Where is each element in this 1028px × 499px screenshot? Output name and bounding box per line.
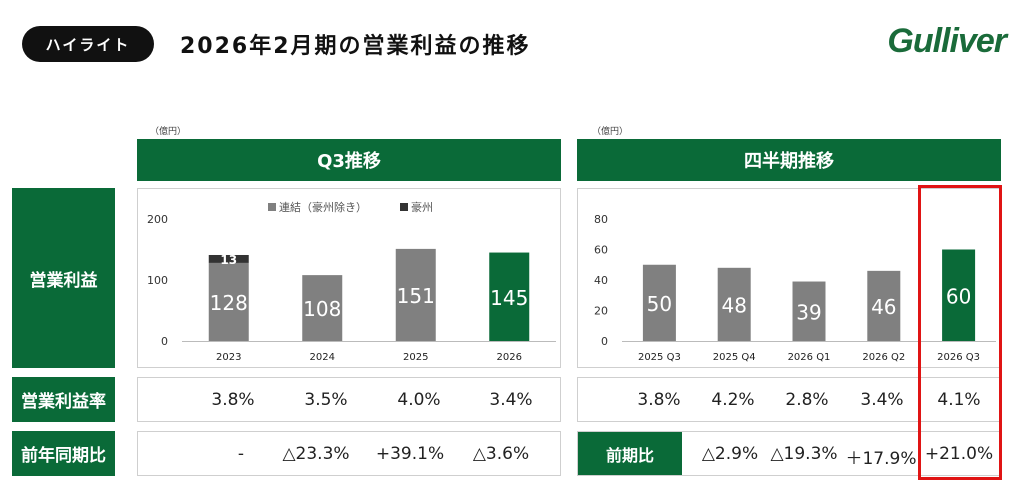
left-panel-title: Q3推移 xyxy=(137,139,561,181)
row-label-yoy: 前年同期比 xyxy=(12,431,115,476)
left-yoy-cell: - xyxy=(237,444,245,464)
left-chart-box: 0 100 200 128 13 2023 108 2024 151 2025 145 2026 連結（… xyxy=(137,188,561,368)
bar-value-label: 145 xyxy=(490,286,528,310)
left-margin-cell: 3.4% xyxy=(489,390,533,410)
right-margin-cell: 4.2% xyxy=(711,390,755,410)
bar xyxy=(792,281,826,341)
bar xyxy=(642,264,676,341)
right-margin-cell: 3.8% xyxy=(637,390,681,410)
left-yoy-cell: △3.6% xyxy=(472,444,530,464)
y-tick-label: 0 xyxy=(601,335,608,348)
x-tick-label: 2025 Q4 xyxy=(713,352,756,363)
left-margin-cell: 3.8% xyxy=(211,390,255,410)
right-chart: 0 20 40 60 80 50 2025 Q3 48 2025 Q4 39 2026 Q1 46 20… xyxy=(594,213,996,363)
row-label-operating-profit: 営業利益 xyxy=(12,188,115,368)
bar xyxy=(208,262,249,341)
bar xyxy=(717,267,751,341)
bar-value-label: 39 xyxy=(796,300,821,324)
legend-swatch-domestic xyxy=(268,203,276,211)
bar xyxy=(942,249,976,341)
latest-quarter-highlight xyxy=(918,185,1002,480)
left-margin-cell: 4.0% xyxy=(397,390,441,410)
x-tick-label: 2026 Q3 xyxy=(937,352,980,363)
y-tick-label: 200 xyxy=(147,213,168,226)
right-qoq-row: 前期比 △2.9% △19.3% ＋17.9% +21.0% xyxy=(577,431,1001,476)
x-tick-label: 2023 xyxy=(216,352,241,363)
legend-swatch-australia xyxy=(400,203,408,211)
bar-value-label: 48 xyxy=(721,293,746,317)
bar xyxy=(867,270,901,341)
y-tick-label: 80 xyxy=(594,213,608,226)
bar-value-label: 108 xyxy=(303,297,341,321)
right-unit-label: （億円） xyxy=(592,127,629,137)
right-panel-title: 四半期推移 xyxy=(577,139,1001,181)
x-tick-label: 2026 Q1 xyxy=(788,352,831,363)
left-margin-row: 3.8% 3.5% 4.0% 3.4% xyxy=(137,377,561,422)
left-chart: 0 100 200 128 13 2023 108 2024 151 2025 145 2026 連結（… xyxy=(147,200,556,363)
qoq-label: 前期比 xyxy=(578,432,682,475)
right-chart-box: 0 20 40 60 80 50 2025 Q3 48 2025 Q4 39 2026 Q1 46 20… xyxy=(577,188,1001,368)
y-tick-label: 20 xyxy=(594,305,608,318)
right-qoq-cell: △19.3% xyxy=(770,444,838,464)
highlight-badge: ハイライト xyxy=(22,26,154,62)
x-tick-label: 2025 xyxy=(403,352,428,363)
left-margin-cell: 3.5% xyxy=(304,390,348,410)
bar-value-label: 128 xyxy=(210,291,248,315)
bar-value-label: 46 xyxy=(871,295,896,319)
bar xyxy=(395,248,436,341)
right-margin-cell: 3.4% xyxy=(860,390,904,410)
bar-value-label: 50 xyxy=(647,292,672,316)
right-margin-row: 3.8% 4.2% 2.8% 3.4% 4.1% xyxy=(577,377,1001,422)
left-unit-label: （億円） xyxy=(150,127,187,137)
page-title: 2026年2月期の営業利益の推移 xyxy=(180,34,531,59)
y-tick-label: 40 xyxy=(594,274,608,287)
y-tick-label: 0 xyxy=(161,335,168,348)
y-tick-label: 60 xyxy=(594,244,608,257)
x-tick-label: 2026 xyxy=(497,352,522,363)
bar-value-label: 60 xyxy=(946,284,971,308)
x-tick-label: 2024 xyxy=(310,352,335,363)
bar-segment-australia xyxy=(208,254,249,263)
right-qoq-cell: +21.0% xyxy=(924,444,994,464)
legend-label-australia: 豪州 xyxy=(411,200,433,214)
y-tick-label: 100 xyxy=(147,274,168,287)
legend-label-domestic: 連結（豪州除き） xyxy=(279,200,367,214)
right-margin-cell: 4.1% xyxy=(937,390,981,410)
right-margin-cell: 2.8% xyxy=(785,390,829,410)
bar-value-label: 151 xyxy=(397,284,435,308)
row-label-operating-margin: 営業利益率 xyxy=(12,377,115,422)
left-yoy-cell: △23.3% xyxy=(282,444,350,464)
left-yoy-row: - △23.3% +39.1% △3.6% xyxy=(137,431,561,476)
bar xyxy=(489,252,530,341)
segment-value-label: 13 xyxy=(220,253,237,267)
right-qoq-cell: ＋17.9% xyxy=(845,449,917,469)
gulliver-logo: Gulliver xyxy=(887,22,1007,60)
bar xyxy=(302,275,343,341)
x-tick-label: 2026 Q2 xyxy=(862,352,905,363)
left-yoy-cell: +39.1% xyxy=(375,444,445,464)
x-tick-label: 2025 Q3 xyxy=(638,352,681,363)
right-qoq-cell: △2.9% xyxy=(701,444,759,464)
